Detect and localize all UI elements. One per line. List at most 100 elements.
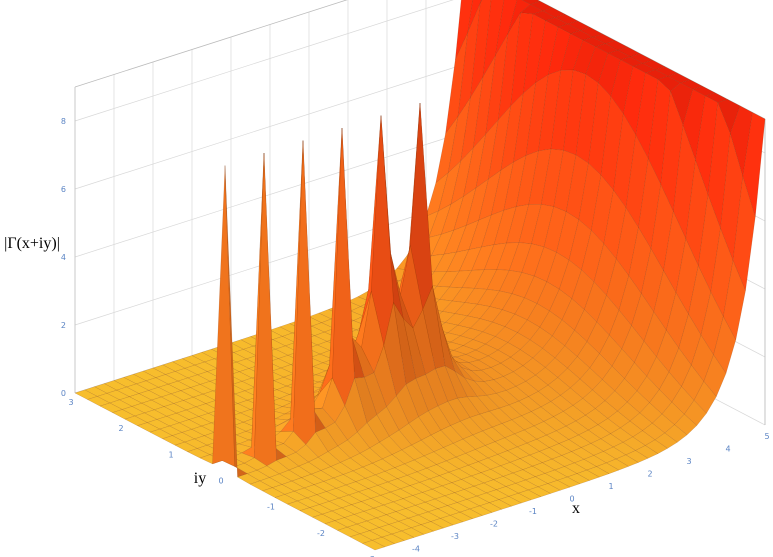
surface-patch [723, 259, 746, 341]
y-tick-label: -3 [367, 555, 375, 557]
surface-patch [604, 40, 629, 51]
surface-patch [342, 470, 366, 482]
surface-patch [455, 453, 479, 466]
surface-patch [128, 393, 153, 404]
surface-patch [249, 480, 273, 492]
surface-patch [324, 520, 348, 531]
surface-patch [180, 387, 204, 398]
surface-patch [194, 361, 218, 372]
x-tick-label: -4 [412, 545, 420, 554]
surface-patch [703, 354, 727, 397]
surface-patch [230, 339, 254, 350]
surface-patch [649, 389, 673, 415]
surface-patch [519, 454, 543, 467]
y-tick-label: 0 [218, 477, 223, 486]
surface-patch [566, 473, 590, 485]
surface-patch [674, 413, 698, 436]
labels: 0 2 4 6 8 -3 -2 -1 0 1 2 3 -4 -3 -2 -1 0 1 2 3 4 5 [61, 117, 770, 557]
x-axis-title: x [572, 500, 580, 517]
surface-patch [470, 369, 495, 382]
x-tick-label: 5 [764, 432, 769, 441]
surface-patch [675, 238, 699, 315]
surface-patch [467, 303, 491, 319]
surface-patch [544, 357, 568, 378]
surface-patch [371, 536, 396, 548]
surface-patch [420, 434, 444, 453]
x-tick-label: 1 [608, 482, 613, 491]
surface-patch [507, 446, 531, 459]
surface-patch [554, 14, 579, 25]
surface-patch [381, 454, 405, 468]
surface-patch [338, 494, 362, 505]
surface-patch [650, 183, 674, 272]
surface-patch [459, 508, 483, 519]
surface-patch [473, 482, 497, 494]
z-tick-label: 6 [61, 185, 66, 194]
surface-patch [636, 375, 660, 403]
surface-patch [284, 490, 308, 502]
surface-patch [525, 476, 549, 488]
x-tick-label: 0 [569, 495, 574, 504]
box-edge [74, 0, 348, 88]
surface-patch [678, 313, 702, 366]
surface-patch [468, 359, 492, 371]
surface-patch [317, 451, 341, 467]
surface-patch [288, 465, 312, 478]
surface-patch [357, 422, 380, 449]
surface-patch [413, 455, 437, 469]
surface-patch [445, 456, 469, 470]
surface-patch [308, 456, 332, 471]
surface-patch [436, 460, 460, 473]
surface-patch [549, 288, 573, 321]
surface-patch [635, 445, 659, 459]
z-tick-label: 0 [61, 389, 66, 398]
surface-patch [548, 443, 572, 456]
surface-patch [429, 475, 453, 487]
surface-patch [622, 436, 646, 451]
surface-patch [730, 105, 753, 177]
surface-patch [603, 189, 627, 260]
surface-patch [439, 515, 464, 526]
surface-patch [455, 354, 480, 363]
surface-patch [495, 0, 518, 56]
surface [74, 0, 766, 551]
surface-patch [480, 0, 483, 4]
surface-patch [562, 405, 586, 422]
surface-patch [528, 391, 552, 408]
z-tick-label: 4 [61, 253, 66, 262]
z-axis-title: |Γ(x+iy)| [4, 235, 60, 252]
surface-patch [611, 348, 635, 379]
surface-patch [544, 17, 569, 28]
surface-patch [536, 281, 560, 312]
surface-patch [536, 434, 560, 448]
surface-patch [540, 401, 564, 417]
surface-patch [451, 479, 475, 490]
surface-patch [395, 508, 419, 519]
surface-patch [586, 466, 610, 478]
surface-patch [186, 448, 211, 459]
surface-patch [497, 342, 521, 358]
surface-patch [367, 485, 392, 496]
surface-patch [309, 504, 333, 515]
surface-patch [388, 521, 412, 532]
surface-patch [439, 286, 463, 302]
surface-patch [271, 484, 296, 495]
surface-patch [286, 500, 311, 511]
surface-patch [380, 491, 404, 503]
surface-patch [517, 319, 541, 341]
surface-patch [492, 309, 516, 327]
surface-patch [381, 533, 405, 544]
surface-patch [586, 321, 610, 355]
surface-patch [587, 424, 611, 440]
surface-patch [138, 390, 162, 401]
surface-patch [291, 477, 315, 489]
surface-patch [318, 501, 343, 512]
surface-patch [146, 419, 171, 430]
z-tick-label: 8 [61, 117, 66, 126]
x-tick-label: 3 [686, 457, 691, 466]
surface-patch [576, 469, 600, 481]
surface-patch [610, 59, 634, 115]
surface-patch [657, 76, 681, 92]
surface-patch [589, 353, 613, 380]
surface-patch [121, 406, 146, 417]
